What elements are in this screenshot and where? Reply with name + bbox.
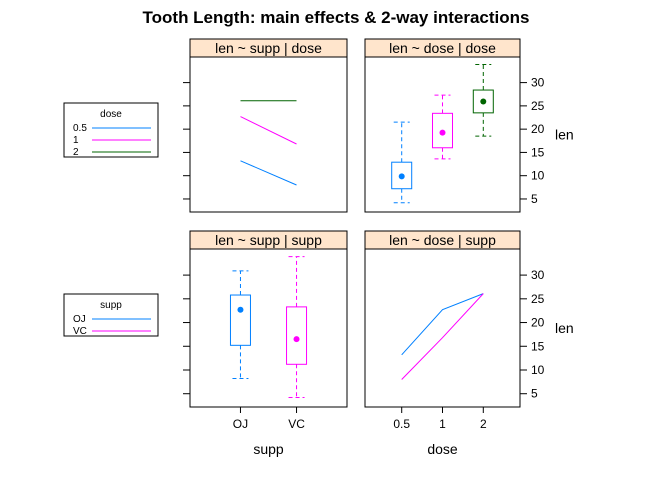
legend-entry-label: 1 <box>73 135 79 146</box>
y-tick-label: 30 <box>531 268 545 282</box>
panel-frame <box>364 248 521 408</box>
x-tick-label: 2 <box>480 417 487 431</box>
chart-title: Tooth Length: main effects & 2-way inter… <box>143 8 530 27</box>
panel-strip-label: len ~ supp | dose <box>215 40 322 56</box>
x-tick-label: OJ <box>233 417 248 431</box>
box-median-dot <box>398 173 405 180</box>
box-median-dot <box>237 306 244 313</box>
y-axis-label: len <box>555 127 574 143</box>
legend-frame <box>63 102 159 158</box>
x-axis-label: dose <box>427 441 458 457</box>
panel-frame <box>364 56 521 213</box>
panel-frame <box>189 248 348 408</box>
panel-4: len ~ dose | supp 5 10 15 20 25 30 0.5 1 2 <box>364 230 545 431</box>
box-0.5 <box>391 121 413 204</box>
panel-frame <box>189 56 348 213</box>
panel-strip-label: len ~ dose | supp <box>389 232 496 248</box>
y-tick-label: 15 <box>531 339 545 353</box>
box-body <box>472 89 494 114</box>
y-tick-label: 25 <box>531 292 545 306</box>
box-body <box>286 306 308 365</box>
box-1 <box>432 94 453 160</box>
box-VC <box>286 256 308 399</box>
legend-dose: dose 0.512 <box>63 102 159 158</box>
panel-strip-label: len ~ supp | supp <box>215 232 322 248</box>
y-tick-label: 5 <box>531 192 538 206</box>
legend-entry-label: 0.5 <box>73 123 87 134</box>
box-2 <box>472 63 494 137</box>
y-axis-label: len <box>555 320 574 336</box>
panel-strip-label: len ~ dose | dose <box>389 40 496 56</box>
y-tick-label: 5 <box>531 387 538 401</box>
series-line-OJ <box>401 293 484 356</box>
box-body <box>432 112 453 149</box>
box-OJ <box>229 270 251 380</box>
box-median-dot <box>439 129 446 136</box>
legend-title: dose <box>100 109 122 120</box>
y-tick-label: 20 <box>531 316 545 330</box>
y-tick-label: 30 <box>531 76 545 90</box>
y-tick-label: 25 <box>531 99 545 113</box>
box-body <box>229 294 251 346</box>
x-tick-label: VC <box>288 417 305 431</box>
y-tick-label: 10 <box>531 169 545 183</box>
legend-title: supp <box>100 300 122 311</box>
box-median-dot <box>480 98 487 105</box>
panel-2: len ~ dose | dose 5 10 15 20 25 30 <box>364 38 545 213</box>
panel-1: len ~ supp | dose <box>183 38 348 213</box>
y-tick-label: 20 <box>531 122 545 136</box>
panel-3: len ~ supp | supp OJ VC <box>183 230 348 431</box>
series-line-VC <box>401 293 484 380</box>
box-median-dot <box>293 336 300 343</box>
x-tick-label: 0.5 <box>393 417 410 431</box>
legend-entry-label: VC <box>73 326 87 337</box>
series-line-1 <box>240 116 297 145</box>
legend-entry-label: OJ <box>73 314 86 325</box>
x-axis-label: supp <box>253 441 284 457</box>
y-tick-label: 15 <box>531 145 545 159</box>
series-line-0.5 <box>240 160 297 186</box>
legend-entry-label: 2 <box>73 147 79 158</box>
box-body <box>391 161 413 190</box>
x-tick-label: 1 <box>439 417 446 431</box>
y-tick-label: 10 <box>531 363 545 377</box>
legend-frame <box>63 293 159 337</box>
